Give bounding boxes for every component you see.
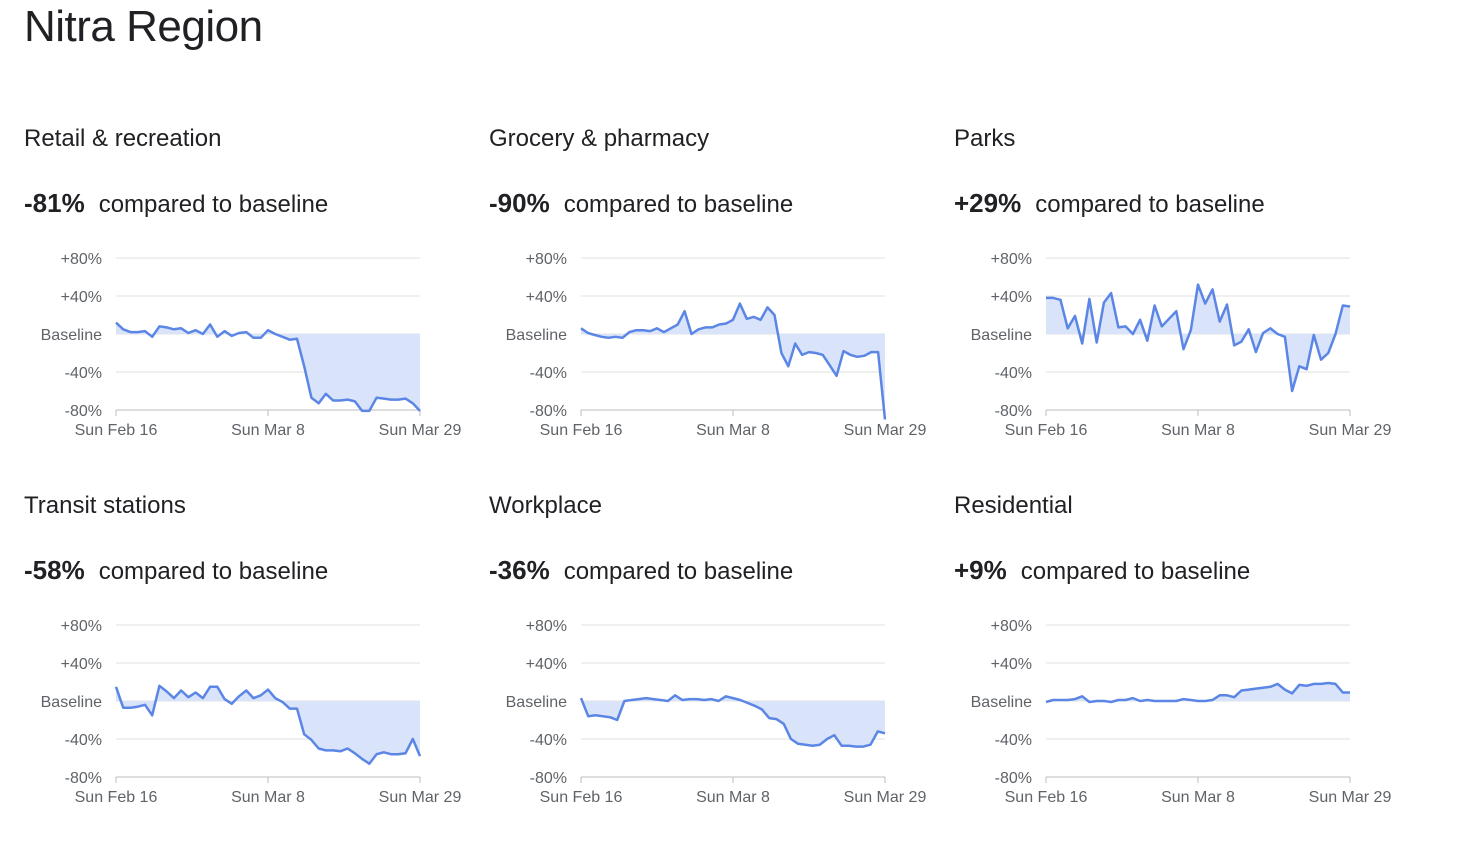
- panel-title: Residential: [954, 492, 1073, 519]
- compare-text: compared to baseline: [563, 191, 794, 218]
- y-tick-label: -80%: [530, 403, 567, 420]
- mobility-chart: +80% +40% Baseline -40% -80% Sun Feb 16 Sun Ma…: [971, 618, 1392, 806]
- y-tick-label: -40%: [530, 732, 567, 749]
- y-tick-label: -40%: [65, 732, 102, 749]
- x-tick-label: Sun Mar 8: [1161, 422, 1235, 439]
- y-tick-label: -80%: [530, 770, 567, 787]
- panel-grocery-pharmacy: Grocery & pharmacy -90% compared to basel…: [489, 125, 954, 485]
- x-tick-label: Sun Feb 16: [75, 789, 158, 806]
- panel-title: Workplace: [489, 492, 602, 519]
- panel-workplace: Workplace -36% compared to baseline +80% +…: [489, 492, 954, 852]
- mobility-chart: +80% +40% Baseline -40% -80% Sun Feb 16 Sun Ma…: [41, 618, 462, 806]
- mobility-chart: +80% +40% Baseline -40% -80% Sun Feb 16 Sun Ma…: [41, 251, 462, 439]
- y-tick-label: +80%: [991, 251, 1032, 268]
- x-tick-label: Sun Mar 8: [696, 422, 770, 439]
- mobility-chart: +80% +40% Baseline -40% -80% Sun Feb 16 Sun Ma…: [971, 251, 1392, 439]
- panel-value: +9%: [954, 555, 1007, 585]
- y-tick-label: Baseline: [971, 694, 1032, 711]
- y-tick-label: +40%: [526, 656, 567, 673]
- x-tick-label: Sun Mar 8: [696, 789, 770, 806]
- x-tick-label: Sun Feb 16: [1005, 422, 1088, 439]
- y-tick-label: +80%: [526, 618, 567, 635]
- y-tick-label: Baseline: [506, 694, 567, 711]
- y-tick-label: +80%: [61, 251, 102, 268]
- area-fill: [1046, 683, 1350, 702]
- panel-value: -81%: [24, 188, 85, 218]
- x-tick-label: Sun Mar 8: [231, 789, 305, 806]
- x-tick-label: Sun Mar 29: [379, 789, 462, 806]
- series-line: [114, 684, 422, 765]
- y-tick-label: Baseline: [41, 327, 102, 344]
- panel-stat: +29% compared to baseline: [954, 188, 1265, 219]
- panel-title: Parks: [954, 125, 1016, 152]
- x-tick-label: Sun Mar 8: [231, 422, 305, 439]
- y-tick-label: -80%: [65, 403, 102, 420]
- y-tick-label: +80%: [991, 618, 1032, 635]
- series-line: [1046, 283, 1351, 393]
- panel-retail-recreation: Retail & recreation -81% compared to base…: [24, 125, 489, 485]
- panel-residential: Residential +9% compared to baseline +80%…: [954, 492, 1419, 852]
- y-tick-label: Baseline: [41, 694, 102, 711]
- panel-value: -58%: [24, 555, 85, 585]
- panel-value: -36%: [489, 555, 550, 585]
- x-tick-label: Sun Feb 16: [1005, 789, 1088, 806]
- area-fill: [581, 303, 885, 420]
- mobility-chart: +80% +40% Baseline -40% -80% Sun Feb 16 Sun Ma…: [506, 251, 927, 439]
- y-tick-label: +40%: [526, 289, 567, 306]
- area-fill: [581, 695, 885, 747]
- area-fill: [116, 322, 420, 411]
- panel-stat: -58% compared to baseline: [24, 555, 328, 586]
- series-line: [1045, 681, 1350, 704]
- x-tick-label: Sun Mar 8: [1161, 789, 1235, 806]
- x-tick-label: Sun Mar 29: [379, 422, 462, 439]
- compare-text: compared to baseline: [1035, 191, 1265, 218]
- panel-stat: -90% compared to baseline: [489, 188, 793, 219]
- panel-title: Transit stations: [24, 492, 186, 519]
- x-tick-label: Sun Mar 29: [1309, 789, 1392, 806]
- y-tick-label: +80%: [526, 251, 567, 268]
- y-tick-label: -80%: [995, 403, 1032, 420]
- series-line: [580, 302, 887, 420]
- y-tick-label: +80%: [61, 618, 102, 635]
- panel-value: -90%: [489, 188, 550, 218]
- compare-text: compared to baseline: [1020, 558, 1251, 585]
- y-tick-label: -40%: [995, 732, 1032, 749]
- y-tick-label: -40%: [995, 365, 1032, 382]
- area-fill: [1046, 284, 1350, 391]
- y-tick-label: -80%: [995, 770, 1032, 787]
- area-fill: [116, 685, 420, 764]
- panel-stat: -81% compared to baseline: [24, 188, 328, 219]
- panel-transit-stations: Transit stations -58% compared to baselin…: [24, 492, 489, 852]
- y-tick-label: -40%: [65, 365, 102, 382]
- series-line: [579, 694, 886, 748]
- y-tick-label: +40%: [991, 656, 1032, 673]
- x-tick-label: Sun Feb 16: [75, 422, 158, 439]
- panel-stat: -36% compared to baseline: [489, 555, 793, 586]
- x-tick-label: Sun Mar 29: [844, 422, 927, 439]
- compare-text: compared to baseline: [98, 191, 329, 218]
- panel-title: Grocery & pharmacy: [489, 125, 710, 152]
- panel-stat: +9% compared to baseline: [954, 555, 1250, 586]
- panel-parks: Parks +29% compared to baseline +80% +40% B…: [954, 125, 1419, 485]
- compare-text: compared to baseline: [98, 558, 329, 585]
- x-tick-label: Sun Mar 29: [1309, 422, 1392, 439]
- region-title: Nitra Region: [24, 2, 263, 51]
- y-tick-label: +40%: [991, 289, 1032, 306]
- x-tick-label: Sun Feb 16: [540, 789, 623, 806]
- y-tick-label: +40%: [61, 289, 102, 306]
- y-tick-label: -40%: [530, 365, 567, 382]
- y-tick-label: Baseline: [506, 327, 567, 344]
- y-tick-label: -80%: [65, 770, 102, 787]
- y-tick-label: Baseline: [971, 327, 1032, 344]
- panel-title: Retail & recreation: [24, 125, 222, 152]
- compare-text: compared to baseline: [563, 558, 794, 585]
- panel-value: +29%: [954, 188, 1022, 218]
- mobility-chart: +80% +40% Baseline -40% -80% Sun Feb 16 Sun Ma…: [506, 618, 927, 806]
- x-tick-label: Sun Feb 16: [540, 422, 623, 439]
- series-line: [115, 321, 421, 413]
- y-tick-label: +40%: [61, 656, 102, 673]
- x-tick-label: Sun Mar 29: [844, 789, 927, 806]
